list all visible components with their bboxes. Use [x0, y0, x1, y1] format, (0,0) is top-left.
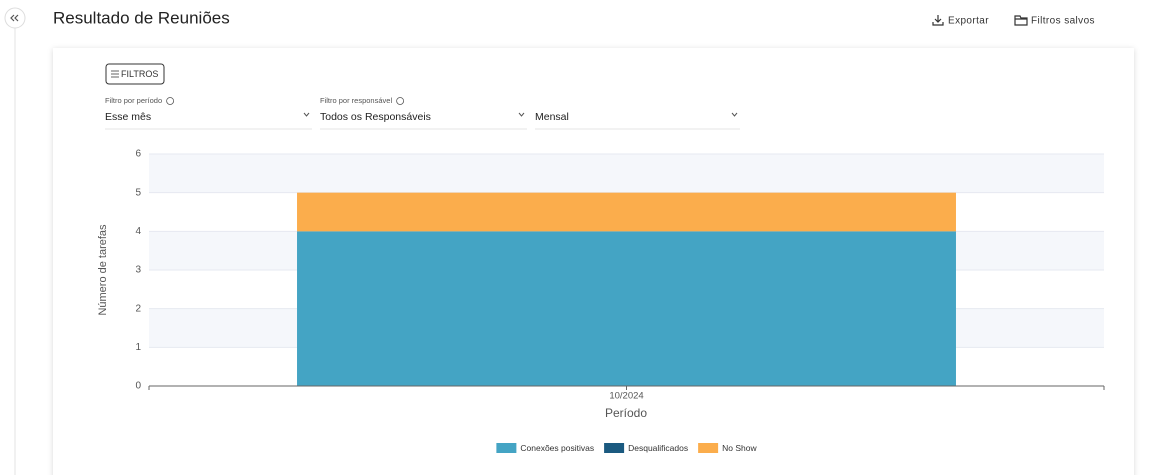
- legend-label: No Show: [722, 443, 757, 453]
- legend-label: Conexões positivas: [520, 443, 594, 453]
- y-tick-label: 6: [135, 149, 141, 160]
- legend-swatch: [698, 443, 719, 453]
- bar-segment: [297, 192, 956, 232]
- filter-label: Filtro por período: [105, 96, 162, 105]
- collapse-button[interactable]: [4, 7, 26, 29]
- chevron: [518, 112, 525, 117]
- saved-filters-button[interactable]: Filtros salvos: [1014, 15, 1095, 27]
- y-axis-title: Número de tarefas: [97, 224, 109, 316]
- filter-value: Mensal: [535, 111, 569, 123]
- y-tick-label: 2: [135, 303, 141, 314]
- legend-swatch: [496, 443, 517, 453]
- filter-label: Filtro por responsável: [320, 96, 392, 105]
- legend-swatch: [604, 443, 625, 453]
- chevron: [731, 112, 738, 117]
- x-axis-title: Período: [605, 406, 647, 420]
- chevron: [303, 112, 310, 117]
- filter-field[interactable]: Filtro por responsável Todos os Responsáv…: [320, 96, 527, 130]
- filters-button-label: FILTROS: [121, 69, 158, 79]
- y-tick-label: 4: [135, 226, 141, 237]
- legend-item[interactable]: Desqualificados: [604, 443, 688, 453]
- filter-field[interactable]: Mensal: [535, 111, 740, 130]
- filter-value: Todos os Responsáveis: [320, 111, 431, 123]
- help-icon: [166, 97, 175, 105]
- help-icon: [396, 97, 405, 105]
- page-title: Resultado de Reuniões: [53, 8, 230, 27]
- x-tick-label: 10/2024: [609, 391, 643, 402]
- export-button[interactable]: Exportar: [932, 15, 989, 27]
- legend-item[interactable]: Conexões positivas: [496, 443, 594, 453]
- filters-button[interactable]: FILTROS: [105, 63, 165, 85]
- y-tick-label: 3: [135, 265, 141, 276]
- legend-label: Desqualificados: [628, 443, 688, 453]
- legend-item[interactable]: No Show: [698, 443, 757, 453]
- legend: Conexões positivas Desqualificados No Show: [496, 443, 757, 453]
- saved-filters-label: Filtros salvos: [1031, 16, 1095, 27]
- y-tick-label: 1: [135, 342, 141, 353]
- bar-segment: [297, 231, 956, 386]
- export-label: Exportar: [948, 16, 989, 27]
- filter-fields: Filtro por período Esse mês Filtro por res…: [105, 96, 740, 130]
- filter-field[interactable]: Filtro por período Esse mês: [105, 96, 312, 130]
- y-tick-label: 0: [135, 381, 141, 392]
- y-tick-label: 5: [135, 187, 141, 198]
- filter-value: Esse mês: [105, 111, 151, 123]
- grid-band: [149, 154, 1104, 193]
- chart: Número de tarefas Período 0 1 2 3 4 5 6 10/2024…: [97, 149, 1105, 453]
